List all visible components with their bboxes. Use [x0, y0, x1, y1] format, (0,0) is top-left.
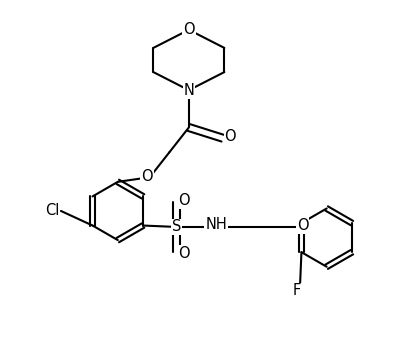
Text: O: O [225, 129, 236, 144]
Text: O: O [297, 218, 308, 233]
Text: O: O [183, 22, 195, 37]
Text: O: O [178, 246, 190, 261]
Text: N: N [184, 83, 194, 98]
Text: Cl: Cl [45, 203, 59, 218]
Text: O: O [141, 169, 153, 184]
Text: S: S [172, 219, 181, 234]
Text: F: F [293, 284, 301, 299]
Text: NH: NH [205, 217, 227, 232]
Text: O: O [178, 193, 190, 208]
